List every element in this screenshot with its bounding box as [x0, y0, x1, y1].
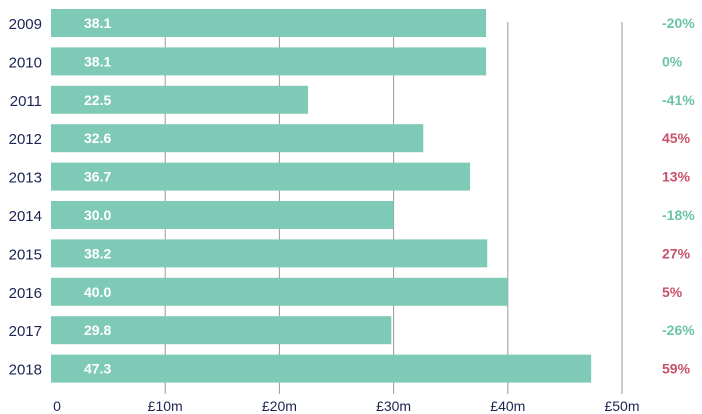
year-label: 2018 — [9, 362, 42, 379]
change-label: 45% — [662, 130, 691, 146]
value-label: 30.0 — [84, 207, 111, 223]
year-labels: 2009 2010 2011 2012 2013 2014 2015 2016 2017 2018 — [9, 16, 42, 379]
year-label: 2017 — [9, 323, 42, 340]
change-label: 5% — [662, 284, 683, 300]
value-label: 22.5 — [84, 92, 111, 108]
year-label: 2015 — [9, 246, 42, 263]
year-label: 2016 — [9, 285, 42, 302]
value-label: 38.2 — [84, 245, 111, 261]
change-labels: -20% 0% -41% 45% 13% -18% 27% 5% -26% 59% — [662, 15, 695, 377]
x-tick-label: 0 — [53, 398, 61, 414]
x-tick-label: £10m — [148, 398, 183, 414]
year-label: 2013 — [9, 170, 42, 187]
bar — [51, 47, 487, 76]
year-label: 2012 — [9, 131, 42, 148]
x-tick-label: £50m — [604, 398, 639, 414]
value-label: 47.3 — [84, 361, 111, 377]
value-labels: 38.1 38.1 22.5 32.6 36.7 30.0 38.2 40.0 29.8 47.3 — [84, 15, 111, 377]
change-label: 0% — [662, 53, 683, 69]
bars — [51, 9, 592, 383]
x-tick-label: £40m — [490, 398, 525, 414]
bar — [51, 162, 471, 191]
bar — [51, 85, 308, 114]
year-label: 2011 — [10, 93, 42, 110]
x-tick-label: £20m — [262, 398, 297, 414]
change-label: -41% — [662, 92, 695, 108]
bar — [51, 201, 394, 229]
bar — [51, 354, 592, 383]
bar — [51, 239, 488, 268]
year-label: 2009 — [9, 16, 42, 33]
bar — [51, 316, 392, 345]
x-axis-ticks: 0 £10m £20m £30m £40m £50m — [53, 398, 639, 414]
value-label: 38.1 — [84, 53, 111, 69]
value-label: 32.6 — [84, 130, 111, 146]
change-label: 13% — [662, 169, 691, 185]
bar — [51, 277, 508, 306]
bar — [51, 9, 487, 37]
value-label: 40.0 — [84, 284, 111, 300]
change-label: -20% — [662, 15, 695, 31]
value-label: 36.7 — [84, 169, 111, 185]
value-label: 29.8 — [84, 322, 111, 338]
x-tick-label: £30m — [376, 398, 411, 414]
year-label: 2014 — [9, 208, 42, 225]
change-label: 59% — [662, 361, 691, 377]
value-label: 38.1 — [84, 15, 111, 31]
year-label: 2010 — [9, 54, 42, 71]
change-label: 27% — [662, 245, 691, 261]
change-label: -18% — [662, 207, 695, 223]
bar — [51, 124, 424, 153]
change-label: -26% — [662, 322, 695, 338]
